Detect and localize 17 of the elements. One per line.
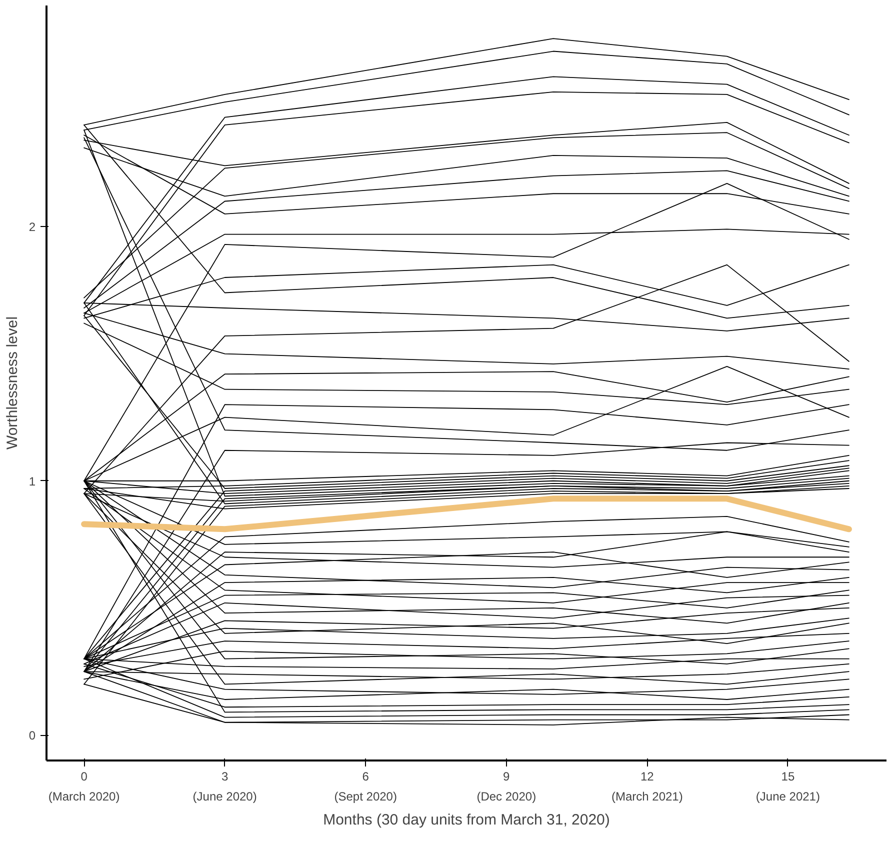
y-tick-label: 2 (28, 220, 36, 234)
x-tick-label: 0 (80, 770, 88, 784)
x-axis-title: Months (30 day units from March 31, 2020) (323, 812, 610, 828)
text: (Sept 2020) (334, 790, 397, 804)
y-tick-label: 1 (28, 474, 36, 488)
text: (March 2021) (611, 790, 683, 804)
text: (March 2020) (48, 790, 120, 804)
x-tick-label: 12 (640, 770, 654, 784)
x-tick-label: 9 (503, 770, 510, 784)
text: (Dec 2020) (476, 790, 536, 804)
x-tick-label: 15 (781, 770, 795, 784)
x-tick-label: 6 (362, 770, 370, 784)
y-axis-title: Worthlessness level (4, 316, 21, 450)
x-tick-label: 3 (221, 770, 228, 784)
y-tick-label: 0 (28, 728, 36, 743)
text: (June 2020) (192, 790, 257, 804)
text: (June 2021) (756, 790, 820, 804)
